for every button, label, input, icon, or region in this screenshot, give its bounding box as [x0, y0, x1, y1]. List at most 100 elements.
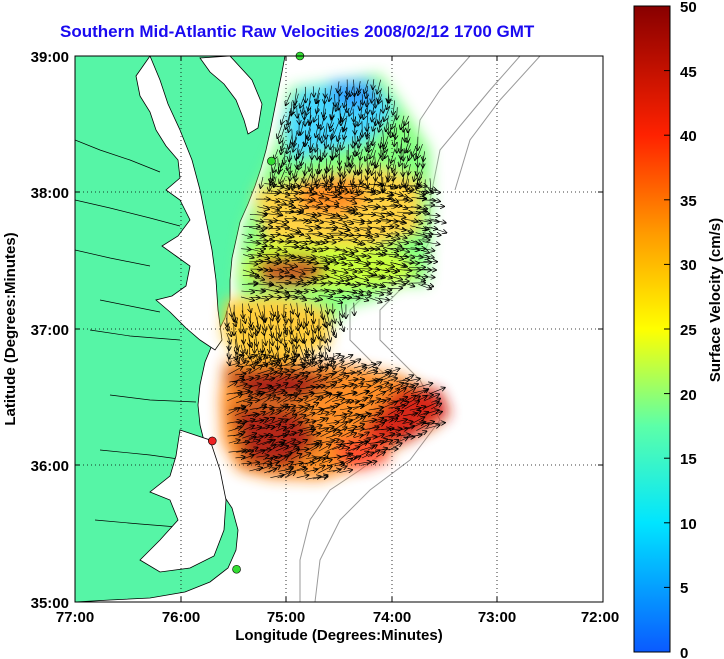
velocity-vector: [360, 432, 369, 438]
velocity-vector: [362, 364, 375, 367]
velocity-vector: [416, 406, 426, 409]
velocity-vector: [322, 128, 326, 142]
velocity-vector: [277, 405, 287, 410]
velocity-vector: [277, 268, 288, 273]
velocity-vector: [279, 128, 285, 143]
velocity-vector: [412, 144, 418, 156]
station-marker: [207, 436, 217, 446]
velocity-vector: [291, 373, 304, 381]
velocity-vector: [367, 205, 380, 206]
velocity-vector: [305, 276, 317, 280]
velocity-vector: [268, 323, 273, 337]
velocity-vector: [270, 256, 279, 259]
velocity-vector: [424, 186, 436, 190]
velocity-vector: [248, 248, 263, 252]
velocity-vector: [303, 338, 308, 353]
velocity-vector: [249, 359, 261, 367]
velocity-vector: [282, 235, 294, 237]
velocity-vector: [324, 289, 341, 292]
velocity-vector: [248, 325, 253, 337]
velocity-vector: [240, 403, 252, 410]
velocity-vector: [374, 298, 389, 300]
velocity-vector: [255, 241, 268, 242]
velocity-vector: [411, 221, 422, 223]
velocity-vector: [354, 269, 372, 270]
velocity-vector: [346, 86, 347, 99]
velocity-vector: [340, 384, 353, 388]
velocity-vector: [247, 394, 262, 401]
velocity-vector: [416, 412, 428, 417]
velocity-vector: [430, 423, 445, 424]
velocity-vector: [393, 100, 395, 114]
velocity-vector: [313, 184, 325, 185]
velocity-vector: [339, 413, 352, 417]
velocity-vector: [346, 205, 357, 210]
velocity-vector: [380, 440, 392, 443]
velocity-vector: [284, 205, 295, 208]
velocity-vector: [324, 395, 339, 404]
velocity-vector: [337, 128, 342, 141]
velocity-vector: [423, 284, 433, 286]
velocity-vector: [402, 422, 412, 424]
velocity-vector: [408, 423, 424, 429]
velocity-vector: [360, 386, 370, 387]
velocity-vector: [369, 423, 384, 430]
velocity-vector: [234, 310, 236, 322]
velocity-vector: [263, 268, 272, 271]
velocity-vector: [305, 163, 306, 174]
velocity-vector: [417, 220, 431, 223]
velocity-vector: [367, 241, 382, 246]
velocity-vector: [262, 193, 278, 194]
velocity-vector: [333, 254, 345, 258]
velocity-vector: [320, 129, 321, 139]
velocity-vector: [284, 331, 286, 347]
velocity-vector: [277, 249, 287, 252]
velocity-vector: [292, 129, 293, 145]
velocity-vector: [311, 204, 327, 210]
velocity-vector: [236, 384, 246, 387]
velocity-vector: [362, 94, 363, 104]
velocity-vector: [411, 240, 422, 244]
velocity-vector: [388, 434, 400, 436]
velocity-vector: [256, 426, 269, 431]
velocity-vector: [403, 121, 404, 132]
velocity-vector: [375, 291, 390, 294]
velocity-vector: [395, 204, 408, 209]
velocity-vector: [354, 93, 355, 105]
velocity-vector: [404, 401, 419, 410]
velocity-vector: [330, 122, 333, 131]
velocity-vector: [345, 373, 361, 374]
velocity-vector: [339, 219, 353, 223]
velocity-vector: [270, 199, 286, 204]
velocity-vector: [358, 128, 363, 141]
velocity-vector: [310, 254, 327, 261]
velocity-vector: [353, 424, 364, 430]
velocity-vector: [304, 116, 305, 125]
velocity-vector: [316, 171, 320, 182]
velocity-vector: [309, 157, 313, 171]
velocity-vector: [269, 369, 282, 376]
velocity-vector: [373, 79, 374, 89]
velocity-vector: [354, 205, 367, 209]
velocity-vector: [304, 135, 306, 147]
velocity-vector: [325, 332, 326, 343]
velocity-vector: [387, 409, 399, 416]
velocity-vector: [366, 368, 377, 373]
velocity-vector: [268, 220, 286, 225]
velocity-vector: [271, 291, 288, 293]
velocity-vector: [242, 386, 252, 389]
velocity-vector: [278, 332, 281, 343]
velocity-vector: [347, 385, 356, 386]
velocity-vector: [298, 312, 301, 326]
velocity-vector: [295, 171, 297, 181]
velocity-vector: [360, 99, 361, 110]
velocity-vector: [332, 220, 346, 225]
velocity-vector: [234, 411, 247, 416]
velocity-vector: [300, 93, 306, 108]
velocity-vector: [228, 427, 241, 432]
velocity-vector: [388, 389, 399, 396]
velocity-vector: [364, 79, 369, 94]
velocity-vector: [384, 141, 389, 152]
velocity-vector: [345, 276, 356, 277]
velocity-vector: [233, 391, 249, 394]
